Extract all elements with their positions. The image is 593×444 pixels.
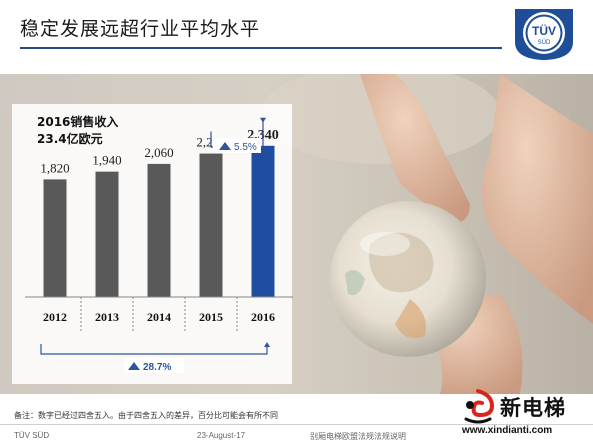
bar-2016 <box>251 145 275 297</box>
logo-top-text: TÜV <box>532 23 556 38</box>
category-label-2015: 2015 <box>199 310 223 324</box>
kpi-value: 23.4亿欧元 <box>37 132 103 146</box>
up-triangle-icon <box>128 362 140 370</box>
footer-rule <box>0 424 593 425</box>
footnote: 备注：数字已经过四舍五入。由于四舍五入的差异，百分比可能会有所不同 <box>14 411 278 420</box>
watermark-logo-icon <box>458 389 498 427</box>
growth-bracket-long <box>40 344 268 355</box>
growth-label-long: 28.7% <box>143 362 171 373</box>
up-triangle-icon <box>219 142 231 150</box>
growth-label-short: 5.5% <box>234 142 257 153</box>
watermark-url: www.xindianti.com <box>462 425 553 436</box>
slide-title: 稳定发展远超行业平均水平 <box>20 18 261 40</box>
arrowhead-long <box>264 342 270 347</box>
title-underline <box>20 47 502 49</box>
bar-2013 <box>95 171 119 297</box>
footer-brand: TÜV SÜD <box>14 431 50 440</box>
footer-doc-title: 别厢电梯欧盟法规法规说明 <box>310 432 406 441</box>
bar-2012 <box>43 179 67 297</box>
value-label-2014: 2,060 <box>144 145 173 160</box>
arrowhead-short <box>260 117 266 123</box>
value-label-2012: 1,820 <box>40 160 69 175</box>
bar-2014 <box>147 163 171 297</box>
kpi-label: 2016销售收入 <box>37 115 119 129</box>
value-label-2013: 1,940 <box>92 153 121 168</box>
watermark-brand: 新电梯 <box>500 396 566 420</box>
bar-2015 <box>199 153 223 297</box>
category-label-2013: 2013 <box>95 310 119 324</box>
category-label-2014: 2014 <box>147 310 171 324</box>
tuv-sud-logo: TÜV SÜD <box>511 6 577 62</box>
footer-date: 23-August-17 <box>197 431 246 440</box>
logo-bottom-text: SÜD <box>538 39 551 46</box>
category-label-2012: 2012 <box>43 310 67 324</box>
category-label-2016: 2016 <box>251 310 275 324</box>
